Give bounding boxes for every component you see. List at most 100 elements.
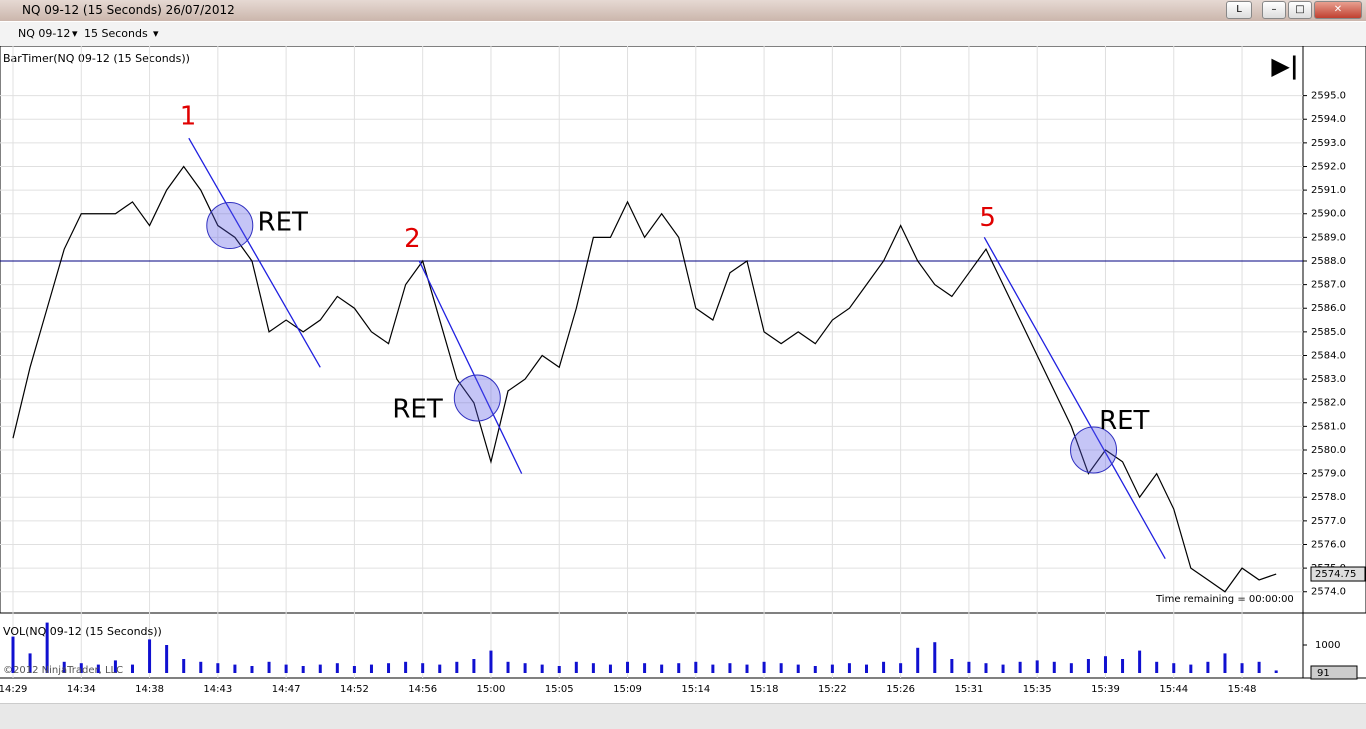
scrollbar[interactable]	[0, 703, 1366, 729]
maximize[interactable]: □	[1288, 1, 1312, 19]
y-tick-label: 2589.0	[1311, 232, 1346, 243]
x-tick-label: 15:22	[818, 684, 847, 695]
y-tick-label: 2577.0	[1311, 516, 1346, 527]
y-tick-label: 2587.0	[1311, 280, 1346, 291]
x-tick-label: 14:56	[408, 684, 437, 695]
volume-bar	[1155, 661, 1159, 673]
volume-bar	[421, 663, 425, 673]
timer: Time remaining = 00:00:00	[1155, 594, 1294, 605]
price-panel	[0, 46, 1366, 614]
x-tick-label: 14:52	[340, 684, 369, 695]
volume-bar	[1001, 664, 1005, 673]
volume-bar	[1035, 660, 1039, 673]
dropdown[interactable]: ▾	[153, 27, 159, 40]
y-tick-label: 2585.0	[1311, 327, 1346, 338]
volume-bar	[182, 659, 186, 673]
volume-bar	[250, 666, 254, 673]
annotation: 2	[404, 224, 421, 254]
volume-bar	[694, 661, 698, 673]
last-volume-label: 91	[1317, 668, 1330, 679]
y-tick-label: 2593.0	[1311, 138, 1346, 149]
volume-bar	[745, 664, 749, 673]
volume-bar	[950, 659, 954, 673]
volume-bar	[591, 663, 595, 673]
annotation: RET	[1099, 406, 1149, 436]
dropdown[interactable]: ▾	[72, 27, 78, 40]
volume-bar	[847, 663, 851, 673]
y-tick-label: 2594.0	[1311, 114, 1346, 125]
volume-bar	[1018, 661, 1022, 673]
volume-bar	[506, 661, 510, 673]
layout-button[interactable]: L	[1226, 1, 1252, 19]
volume-bar	[1086, 659, 1090, 673]
volume-bar	[711, 664, 715, 673]
x-tick-label: 15:39	[1091, 684, 1120, 695]
volume-bar	[608, 664, 612, 673]
toolbar: NQ 09-12 15 Seconds ▾ ▾	[0, 22, 1366, 47]
y-tick-label: 2578.0	[1311, 492, 1346, 503]
volume-bar	[1223, 653, 1227, 673]
x-tick-label: 15:14	[681, 684, 710, 695]
volume-bar	[216, 663, 220, 673]
retrace-circle	[206, 202, 254, 250]
title-bar: NQ 09-12 (15 Seconds) 26/07/2012 L – □ ✕	[0, 0, 1366, 21]
volume-bar	[472, 659, 476, 673]
volume-bar	[148, 639, 152, 673]
volume-bar	[1172, 663, 1176, 673]
volume-bar	[984, 663, 988, 673]
retrace-circle	[453, 374, 501, 422]
trend-line	[983, 237, 1166, 559]
volume-bar	[574, 661, 578, 673]
volume-bar	[96, 664, 100, 673]
copyright: ©2012 NinjaTrader, LLC	[3, 665, 123, 676]
instrument-select[interactable]: NQ 09-12	[18, 27, 71, 40]
volume-bar	[438, 664, 442, 673]
volume-bar	[1189, 664, 1193, 673]
volume-bar	[455, 661, 459, 673]
volume-bar	[284, 664, 288, 673]
minimize[interactable]: –	[1262, 1, 1286, 19]
x-tick-label: 14:43	[203, 684, 232, 695]
volume-bar	[45, 622, 49, 673]
volume-bar	[626, 661, 630, 673]
close[interactable]: ✕	[1314, 1, 1362, 19]
trend-line	[418, 260, 523, 474]
volume-bar	[1138, 650, 1142, 673]
volume-bar	[830, 664, 834, 673]
y-tick-label: 2595.0	[1311, 91, 1346, 102]
volume-bar	[199, 661, 203, 673]
volume-bar	[523, 663, 527, 673]
x-tick-label: 14:38	[135, 684, 164, 695]
volume-bar	[62, 661, 66, 673]
volume-bar	[643, 663, 647, 673]
volume-bar	[335, 663, 339, 673]
last-price-label: 2574.75	[1315, 569, 1356, 580]
y-tick-label: 2588.0	[1311, 256, 1346, 267]
y-tick-label: 2580.0	[1311, 445, 1346, 456]
volume-bar	[865, 664, 868, 673]
y-tick-label: 1000	[1315, 640, 1340, 651]
y-tick-label: 2586.0	[1311, 303, 1346, 314]
y-tick-label: 2591.0	[1311, 185, 1346, 196]
volume-bar	[796, 664, 800, 673]
y-tick-label: 2583.0	[1311, 374, 1346, 385]
y-tick-label: 2590.0	[1311, 209, 1346, 220]
x-tick-label: 15:18	[750, 684, 779, 695]
interval-select[interactable]: 15 Seconds	[84, 27, 148, 40]
indicator-label: BarTimer(NQ 09-12 (15 Seconds))	[3, 52, 190, 65]
window-title: NQ 09-12 (15 Seconds) 26/07/2012	[22, 3, 235, 17]
volume-bar	[267, 661, 271, 673]
last-volume-box	[1310, 665, 1358, 680]
y-tick-label: 2576.0	[1311, 539, 1346, 550]
x-tick-label: 15:31	[955, 684, 984, 695]
y-tick-label: 2582.0	[1311, 398, 1346, 409]
retrace-circle	[1070, 426, 1118, 474]
indicator-label: VOL(NQ 09-12 (15 Seconds))	[3, 625, 162, 638]
x-tick-label: 15:09	[613, 684, 642, 695]
volume-bar	[1257, 661, 1261, 673]
y-tick-label: 2584.0	[1311, 350, 1346, 361]
x-tick-label: 14:47	[272, 684, 301, 695]
volume-bar	[779, 663, 783, 673]
volume-bar	[1274, 670, 1278, 673]
